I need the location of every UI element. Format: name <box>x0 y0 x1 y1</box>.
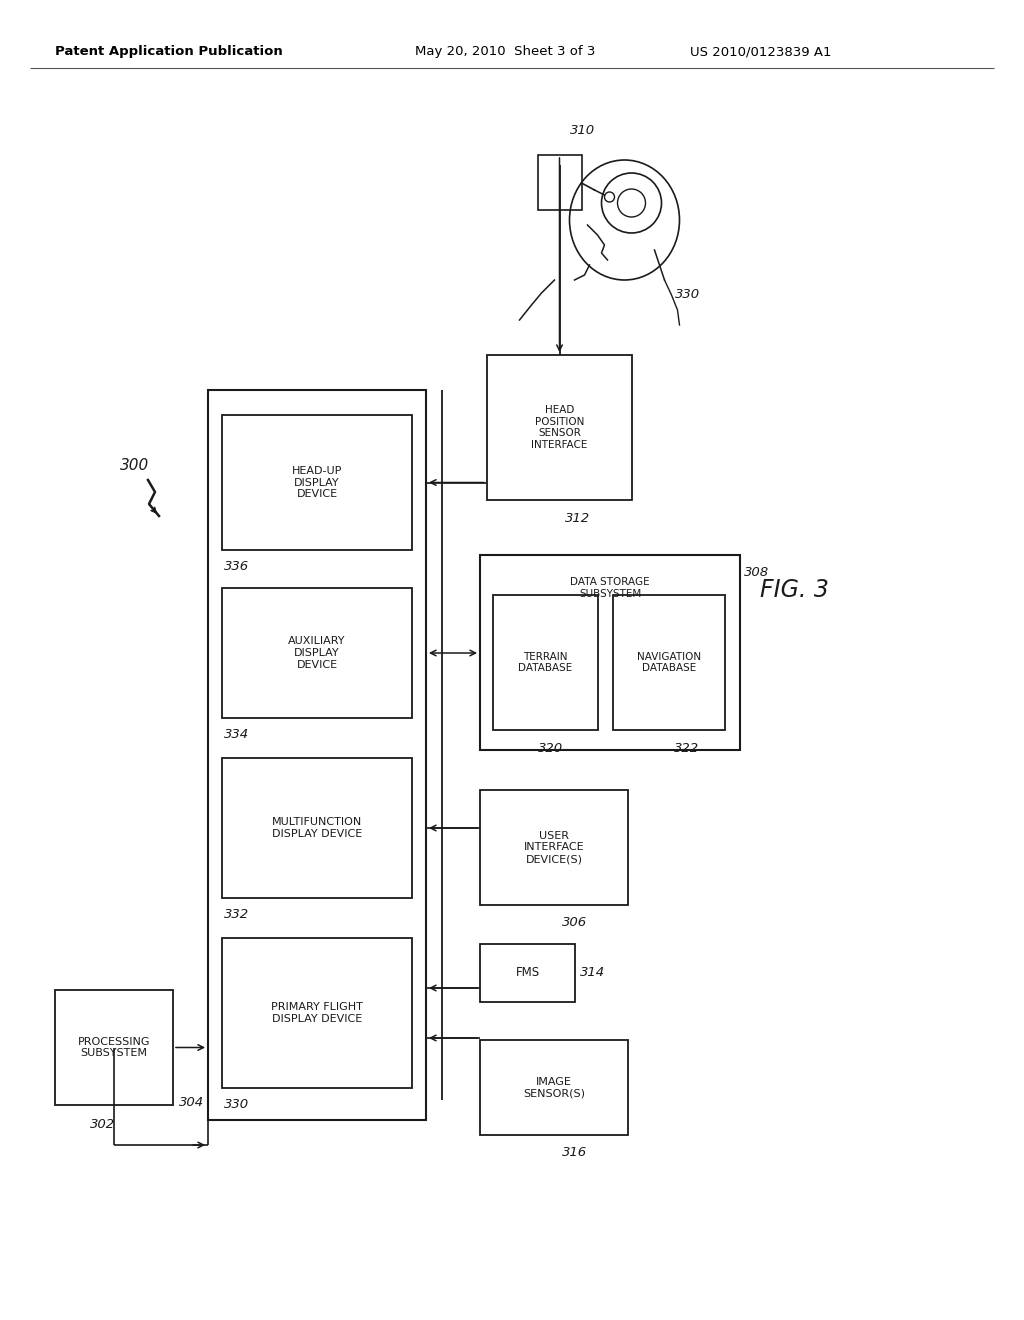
Bar <box>222 587 412 718</box>
Bar <box>480 944 575 1002</box>
Text: 308: 308 <box>744 566 769 579</box>
Text: HEAD
POSITION
SENSOR
INTERFACE: HEAD POSITION SENSOR INTERFACE <box>531 405 588 450</box>
Text: HEAD-UP
DISPLAY
DEVICE: HEAD-UP DISPLAY DEVICE <box>292 466 342 499</box>
Text: MULTIFUNCTION
DISPLAY DEVICE: MULTIFUNCTION DISPLAY DEVICE <box>272 817 362 838</box>
Text: IMAGE
SENSOR(S): IMAGE SENSOR(S) <box>523 1077 585 1098</box>
Bar <box>480 554 740 750</box>
Text: 330: 330 <box>675 289 699 301</box>
Text: USER
INTERFACE
DEVICE(S): USER INTERFACE DEVICE(S) <box>523 830 585 865</box>
Text: DATA STORAGE
SUBSYSTEM: DATA STORAGE SUBSYSTEM <box>570 577 650 598</box>
Text: 334: 334 <box>224 727 249 741</box>
Bar <box>222 939 412 1088</box>
Text: 304: 304 <box>179 1096 204 1109</box>
Text: US 2010/0123839 A1: US 2010/0123839 A1 <box>690 45 831 58</box>
Bar <box>493 595 598 730</box>
Bar <box>208 389 426 1119</box>
Text: 320: 320 <box>538 742 562 755</box>
Text: PRIMARY FLIGHT
DISPLAY DEVICE: PRIMARY FLIGHT DISPLAY DEVICE <box>271 1002 362 1024</box>
Bar <box>538 154 582 210</box>
Bar <box>480 789 628 906</box>
Text: 312: 312 <box>564 511 590 524</box>
Text: May 20, 2010  Sheet 3 of 3: May 20, 2010 Sheet 3 of 3 <box>415 45 595 58</box>
Bar <box>55 990 173 1105</box>
Text: 322: 322 <box>674 742 699 755</box>
Text: 330: 330 <box>224 1097 249 1110</box>
Bar <box>222 758 412 898</box>
Text: 314: 314 <box>580 966 605 979</box>
Text: 306: 306 <box>562 916 587 929</box>
Text: NAVIGATION
DATABASE: NAVIGATION DATABASE <box>637 652 701 673</box>
Text: 300: 300 <box>120 458 150 473</box>
Bar <box>613 595 725 730</box>
Text: 316: 316 <box>562 1147 587 1159</box>
Text: 332: 332 <box>224 908 249 920</box>
Text: AUXILIARY
DISPLAY
DEVICE: AUXILIARY DISPLAY DEVICE <box>288 636 346 669</box>
Text: FMS: FMS <box>515 966 540 979</box>
Text: FIG. 3: FIG. 3 <box>760 578 828 602</box>
Bar <box>487 355 632 500</box>
Text: PROCESSING
SUBSYSTEM: PROCESSING SUBSYSTEM <box>78 1036 151 1059</box>
Text: Patent Application Publication: Patent Application Publication <box>55 45 283 58</box>
Text: 336: 336 <box>224 560 249 573</box>
Text: TERRAIN
DATABASE: TERRAIN DATABASE <box>518 652 572 673</box>
Bar <box>222 414 412 550</box>
Bar <box>480 1040 628 1135</box>
Text: 302: 302 <box>90 1118 115 1131</box>
Text: 310: 310 <box>569 124 595 136</box>
